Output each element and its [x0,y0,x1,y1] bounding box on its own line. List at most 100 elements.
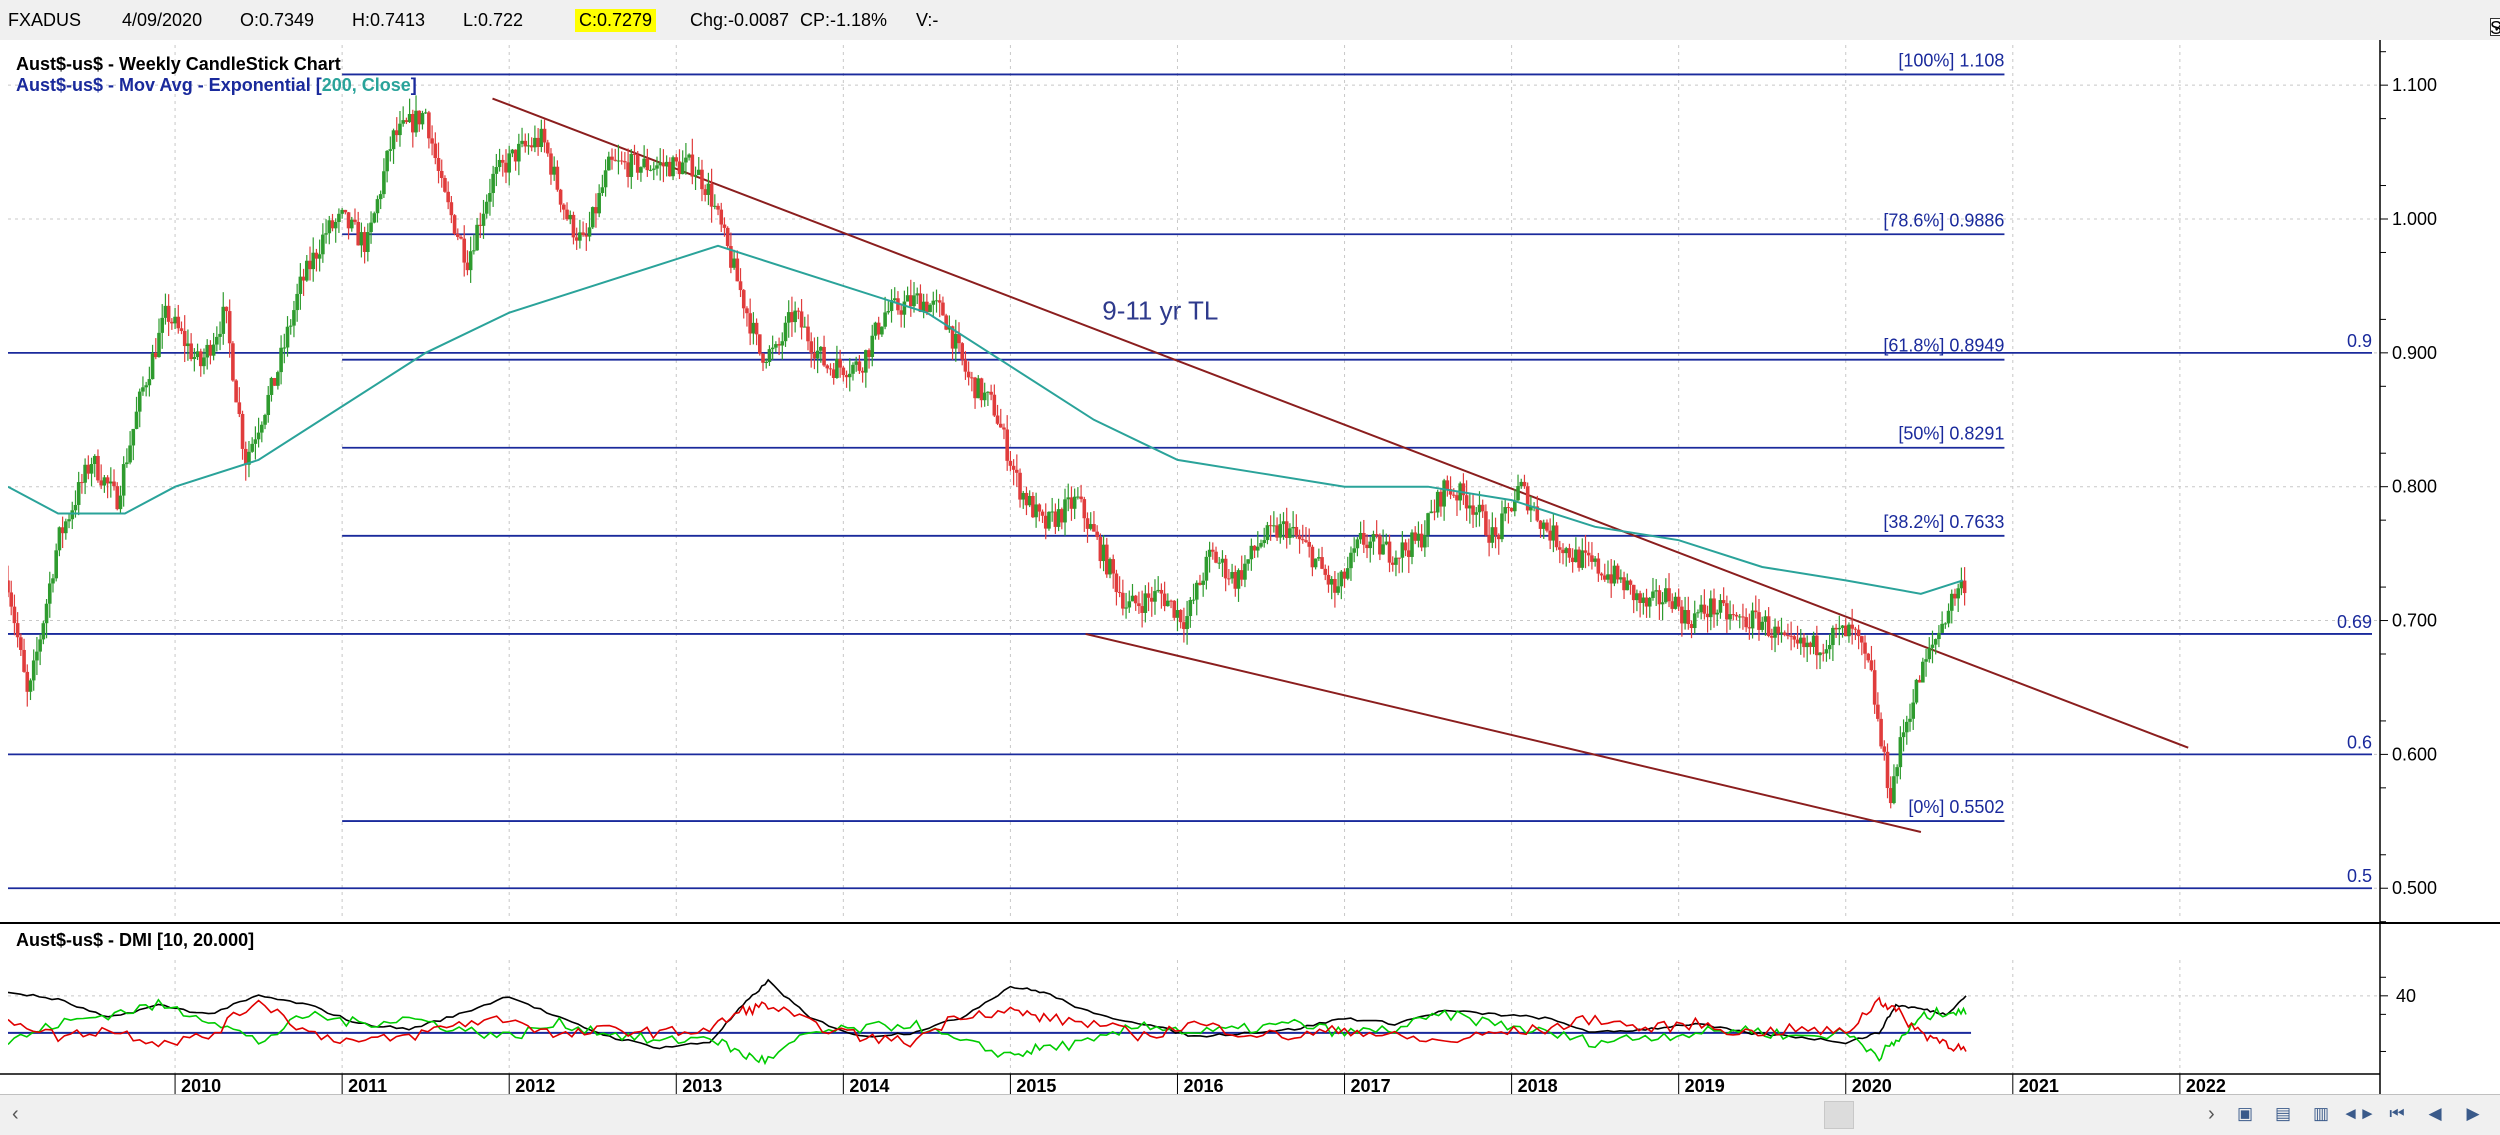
candle-body [163,305,168,318]
candle-body [629,153,634,177]
candle-body [282,347,287,349]
candle-body [109,481,113,484]
candle-body [333,222,338,229]
candle-body [819,346,823,351]
candle-body [677,161,682,175]
scroll-both-icon[interactable]: ◄► [2342,1104,2376,1123]
candle-body [1336,586,1340,593]
candle-body [176,316,181,329]
candle-body [1798,637,1803,644]
candle-body [1577,549,1581,568]
candle-body [279,347,283,373]
close-label: C:0.7279 [575,9,657,32]
candle-body [1378,535,1382,555]
candle-body [321,234,325,255]
candle-body [703,189,707,195]
candle-body [1686,610,1691,625]
zoom-in-icon[interactable]: ▣ [2236,1104,2254,1123]
fib-level-label: [61.8%] 0.8949 [1883,336,2004,356]
candle-body [1166,600,1170,607]
candle-body [748,313,752,334]
candle-body [276,372,280,386]
candle-body [366,232,370,252]
trendline [1085,632,1922,833]
candle-body [465,262,470,271]
horizontal-scrollbar[interactable]: ‹ › ▣ ▤ ▥ ◄► ⏮ ◀ ▶ [0,1094,2500,1135]
candle-body [504,162,508,173]
candle-body [642,158,646,168]
candle-body [873,322,878,336]
scroll-start-icon[interactable]: ⏮ [2389,1104,2405,1123]
scroll-left-icon[interactable]: ‹ [12,1103,19,1125]
candle-body [494,167,499,174]
y-tick-label: 0.700 [2392,611,2437,631]
candle-body [1962,580,1967,594]
candle-body [25,671,30,692]
candle-body [722,224,727,228]
candle-body [1230,572,1234,579]
candle-body [83,464,87,483]
fib-level-label: [50%] 0.8291 [1898,424,2004,444]
candle-body [1156,589,1160,592]
candle-body [806,326,810,342]
scroll-thumb[interactable] [1824,1101,1854,1129]
candle-body [1259,543,1263,547]
candle-body [182,330,187,347]
candle-body [1708,598,1713,618]
candle-body [1725,603,1729,620]
candle-body [536,137,540,148]
candle-body [1937,632,1941,640]
candle-body [1525,486,1530,511]
candle-body [102,477,107,486]
candle-body [754,322,759,335]
candle-body [886,311,891,313]
candle-body [1300,539,1305,541]
candle-body [1211,549,1215,552]
candle-body [1949,593,1954,611]
candle-body [786,312,791,323]
scroll-right-icon[interactable]: › [2208,1103,2215,1125]
candle-body [619,160,624,162]
candle-body [1092,524,1096,532]
candle-body [41,623,46,640]
zoom-out-icon[interactable]: ▤ [2274,1104,2292,1123]
candle-body [263,415,267,425]
show-last-checkbox[interactable]: ✓ [2490,18,2500,36]
candle-body [449,202,454,216]
candle-body [1175,610,1180,618]
candle-body [937,300,942,303]
candle-body [1895,767,1899,777]
candle-body [1127,601,1132,608]
candle-body [1856,629,1861,637]
x-tick-label: 2012 [515,1076,555,1094]
candle-body [192,357,197,360]
zoom-fit-icon[interactable]: ▥ [2312,1104,2330,1123]
open-label: O:0.7349 [240,10,315,30]
candle-body [378,194,383,200]
candle-body [1683,610,1687,624]
candle-body [1647,597,1652,607]
scroll-back-icon[interactable]: ◀ [2428,1104,2442,1123]
candle-body [1840,625,1845,628]
candle-body [1503,507,1507,514]
candle-body [1490,527,1495,543]
candle-body [1381,544,1385,555]
candle-body [1342,571,1347,579]
candle-body [1413,532,1418,541]
candle-body [398,123,402,136]
candle-body [234,380,238,403]
low-label: L:0.722 [463,10,524,30]
candle-body [1236,570,1241,589]
candle-body [1570,557,1575,563]
candle-body [844,375,849,378]
candle-body [38,639,42,652]
scroll-forward-icon[interactable]: ▶ [2466,1104,2480,1123]
fibonacci-levels [342,73,2005,822]
horizontal-level-label: 0.9 [2347,331,2372,351]
candle-body [1297,535,1302,540]
candle-body [815,350,820,359]
candle-body [179,328,184,331]
candle-body [1146,593,1151,598]
chart-area[interactable]: [100%] 1.108 [78.6%] 0.9886 [61.8%] 0.8949… [0,40,2500,1094]
candle-body [658,162,663,166]
